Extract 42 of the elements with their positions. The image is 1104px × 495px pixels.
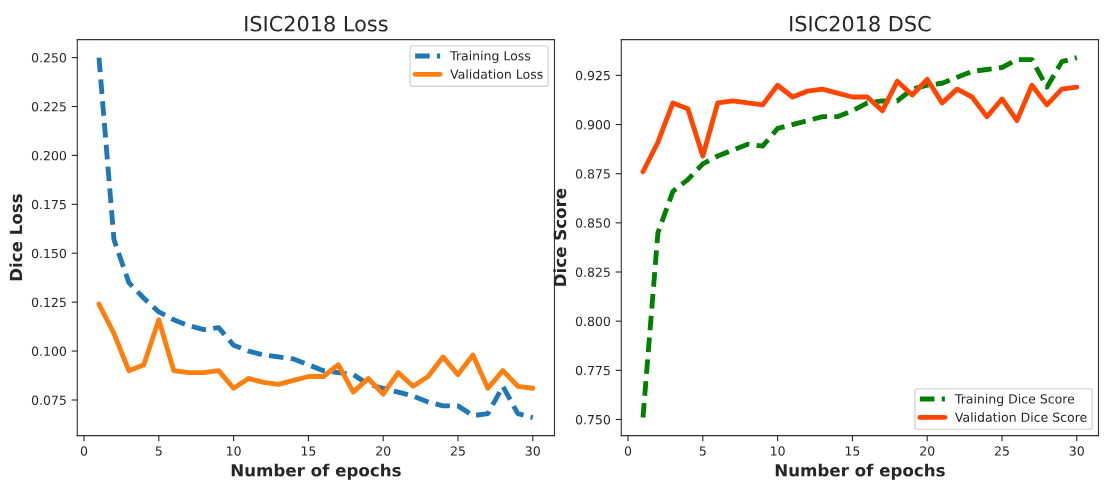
x-axis-title: Number of epochs	[775, 463, 945, 480]
x-tick-label: 25	[994, 446, 1009, 456]
chart-title: ISIC2018 DSC	[790, 15, 931, 32]
x-tick-label: 5	[699, 446, 706, 456]
x-tick-label: 5	[155, 446, 162, 456]
y-tick-label: 0.900	[575, 120, 611, 130]
x-tick-label: 10	[771, 446, 785, 456]
y-tick-label: 0.150	[31, 248, 67, 259]
y-tick-label: 0.875	[575, 169, 610, 179]
y-tick-label: 0.775	[575, 365, 610, 376]
y-tick-label: 0.825	[575, 267, 610, 277]
legend-label: Training Loss	[450, 50, 531, 63]
y-tick-label: 0.175	[31, 199, 66, 210]
line-series	[96, 301, 536, 397]
line-series	[640, 76, 1080, 175]
x-tick-label: 10	[227, 446, 241, 456]
y-tick-label: 0.750	[575, 414, 611, 425]
y-axis-title: Dice Loss	[9, 194, 23, 281]
y-tick-label: 0.850	[575, 218, 611, 228]
y-tick-label: 0.800	[575, 316, 611, 327]
x-tick-label: 15	[301, 446, 316, 456]
y-axis-title: Dice Score	[553, 188, 567, 286]
x-tick-label: 15	[845, 446, 860, 456]
chart-title: ISIC2018 Loss	[245, 15, 388, 32]
y-tick-label: 0.225	[31, 101, 66, 112]
x-axis-title: Number of epochs	[231, 463, 401, 480]
y-tick-label: 0.100	[31, 346, 67, 357]
legend-label: Training Dice Score	[954, 393, 1075, 406]
x-tick-label: 25	[450, 446, 465, 456]
x-tick-label: 30	[525, 446, 540, 456]
x-tick-label: 30	[1069, 446, 1084, 456]
legend-label: Validation Loss	[450, 69, 543, 79]
y-tick-label: 0.125	[31, 297, 66, 308]
x-tick-label: 20	[376, 446, 391, 456]
x-tick-label: 20	[920, 446, 935, 456]
x-tick-label: 0	[80, 446, 88, 456]
y-tick-label: 0.075	[31, 395, 66, 405]
y-tick-label: 0.925	[575, 70, 610, 81]
y-tick-label: 0.200	[31, 150, 67, 161]
y-tick-label: 0.250	[31, 53, 67, 63]
legend-label: Validation Dice Score	[954, 412, 1087, 422]
x-tick-label: 0	[624, 446, 632, 456]
